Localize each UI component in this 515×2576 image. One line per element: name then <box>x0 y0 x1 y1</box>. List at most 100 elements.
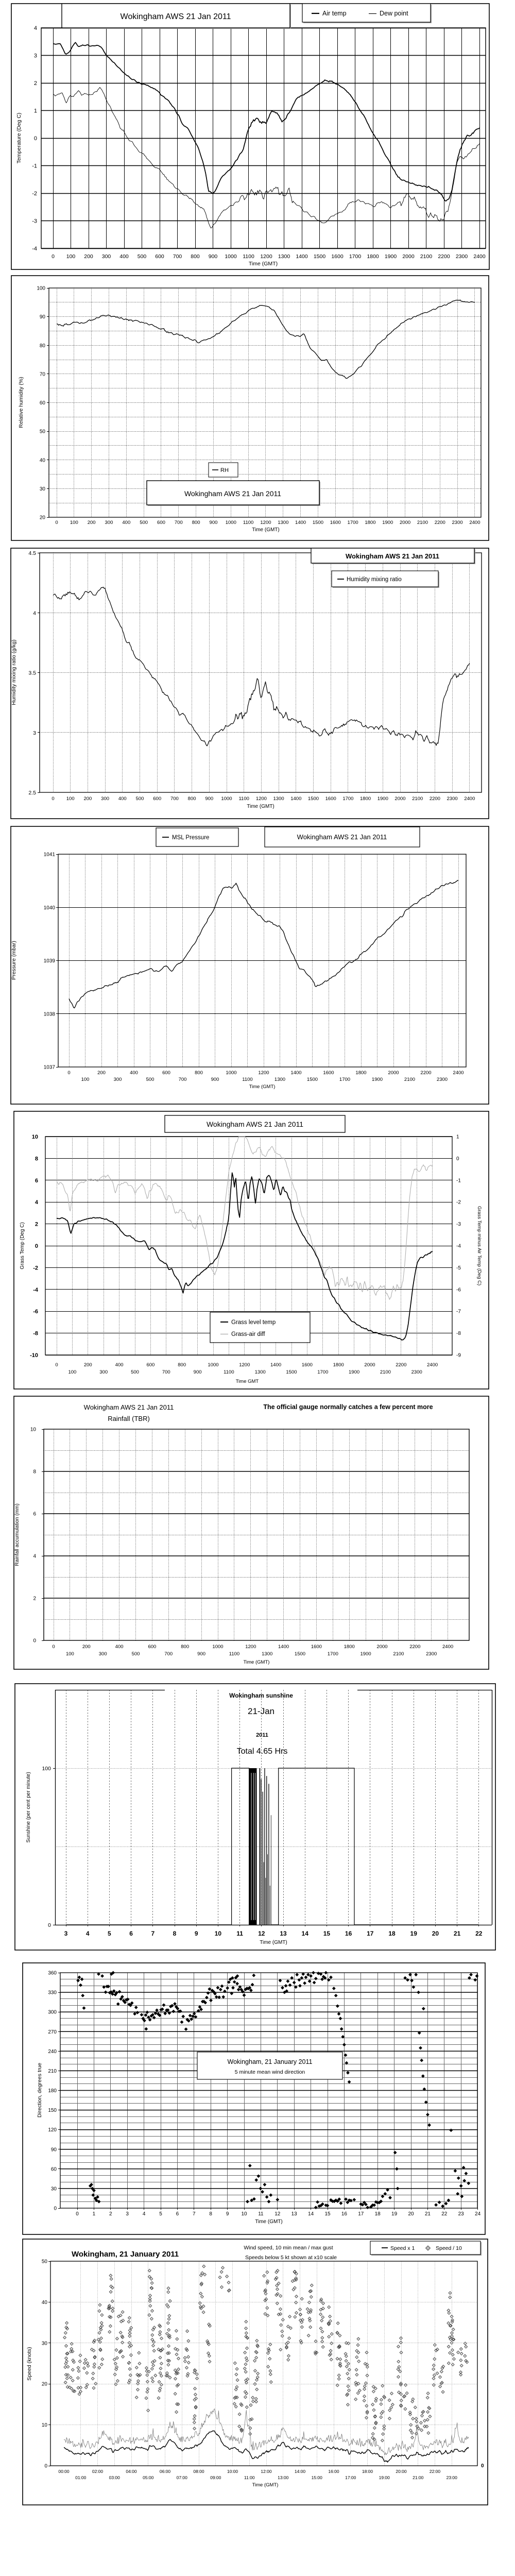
svg-text:1800: 1800 <box>344 1644 355 1650</box>
svg-text:Wind speed, 10 min mean / max: Wind speed, 10 min mean / max gust <box>244 2245 333 2251</box>
svg-text:5: 5 <box>159 2211 162 2217</box>
svg-text:-10: -10 <box>30 1352 38 1359</box>
svg-text:1700: 1700 <box>349 253 362 260</box>
svg-text:08:00: 08:00 <box>193 2469 204 2474</box>
svg-text:1700: 1700 <box>317 1369 328 1375</box>
svg-text:3: 3 <box>64 1930 68 1937</box>
svg-text:Grass-air diff: Grass-air diff <box>231 1331 265 1337</box>
svg-text:4: 4 <box>86 1930 90 1937</box>
svg-text:600: 600 <box>162 1070 170 1076</box>
svg-text:21: 21 <box>425 2211 431 2217</box>
svg-text:1037: 1037 <box>44 1065 56 1071</box>
svg-text:900: 900 <box>211 1077 219 1082</box>
svg-text:1000: 1000 <box>226 520 236 526</box>
svg-text:03:00: 03:00 <box>109 2475 121 2480</box>
svg-text:-1: -1 <box>456 1178 461 1183</box>
svg-text:270: 270 <box>48 2029 57 2035</box>
svg-text:-2: -2 <box>33 1265 38 1271</box>
svg-text:2100: 2100 <box>404 1077 415 1082</box>
svg-text:4: 4 <box>34 25 37 31</box>
svg-text:5 minute mean wind direction: 5 minute mean wind direction <box>235 2069 305 2075</box>
svg-text:22: 22 <box>475 1930 483 1937</box>
svg-text:6: 6 <box>35 1178 38 1184</box>
svg-text:900: 900 <box>194 1369 202 1375</box>
svg-text:1800: 1800 <box>360 796 371 802</box>
svg-text:1900: 1900 <box>372 1077 383 1082</box>
svg-text:100: 100 <box>68 1369 76 1375</box>
svg-text:2300: 2300 <box>411 1369 422 1375</box>
svg-text:Humidity mixing ratio: Humidity mixing ratio <box>347 577 402 583</box>
svg-text:8: 8 <box>33 1469 36 1475</box>
svg-text:6: 6 <box>129 1930 133 1937</box>
svg-text:1300: 1300 <box>262 1651 272 1657</box>
svg-text:1800: 1800 <box>333 1362 344 1368</box>
svg-text:0: 0 <box>55 1362 58 1368</box>
svg-text:1039: 1039 <box>44 958 56 964</box>
svg-text:300: 300 <box>99 1651 107 1657</box>
svg-text:200: 200 <box>84 253 93 260</box>
svg-text:1600: 1600 <box>331 253 344 260</box>
svg-text:0: 0 <box>55 520 58 526</box>
svg-text:800: 800 <box>191 253 200 260</box>
svg-text:200: 200 <box>84 1362 92 1368</box>
svg-text:700: 700 <box>173 253 182 260</box>
svg-text:4: 4 <box>33 1554 36 1560</box>
svg-text:500: 500 <box>136 796 144 802</box>
svg-text:Sunshine (per cent per minute): Sunshine (per cent per minute) <box>26 1772 31 1842</box>
svg-text:1: 1 <box>456 1134 459 1140</box>
svg-text:1041: 1041 <box>44 852 56 858</box>
svg-text:150: 150 <box>48 2108 57 2113</box>
svg-text:14:00: 14:00 <box>295 2469 306 2474</box>
svg-text:800: 800 <box>188 796 196 802</box>
svg-text:Time GMT: Time GMT <box>236 1379 259 1384</box>
svg-text:2100: 2100 <box>393 1651 404 1657</box>
svg-text:210: 210 <box>48 2069 57 2074</box>
svg-text:300: 300 <box>101 796 109 802</box>
svg-text:1400: 1400 <box>290 1070 301 1076</box>
svg-text:22:00: 22:00 <box>430 2469 441 2474</box>
svg-text:-2: -2 <box>456 1200 461 1206</box>
svg-text:20: 20 <box>40 515 46 521</box>
svg-text:1200: 1200 <box>260 520 271 526</box>
svg-text:Speed x 1: Speed x 1 <box>390 2245 415 2251</box>
svg-text:1500: 1500 <box>308 796 319 802</box>
svg-text:1200: 1200 <box>260 253 272 260</box>
svg-text:0: 0 <box>48 1922 51 1928</box>
svg-text:2000: 2000 <box>400 520 410 526</box>
svg-text:0: 0 <box>52 1644 55 1650</box>
svg-text:100: 100 <box>66 1651 74 1657</box>
svg-text:1500: 1500 <box>286 1369 297 1375</box>
svg-text:1600: 1600 <box>302 1362 313 1368</box>
svg-text:-4: -4 <box>32 246 37 252</box>
svg-text:Time (GMT): Time (GMT) <box>247 804 274 809</box>
svg-text:1500: 1500 <box>307 1077 318 1082</box>
svg-text:100: 100 <box>70 520 78 526</box>
svg-text:Grass level temp: Grass level temp <box>231 1319 276 1326</box>
svg-text:2200: 2200 <box>430 796 440 802</box>
svg-text:Time (GMT): Time (GMT) <box>249 1084 276 1090</box>
svg-text:1100: 1100 <box>224 1369 234 1375</box>
svg-text:Pressure (mbar): Pressure (mbar) <box>11 941 17 980</box>
svg-text:1040: 1040 <box>44 905 56 911</box>
svg-text:2200: 2200 <box>409 1644 420 1650</box>
svg-text:240: 240 <box>48 2049 57 2055</box>
svg-text:11: 11 <box>258 2211 264 2217</box>
svg-text:05:00: 05:00 <box>143 2475 154 2480</box>
svg-text:1: 1 <box>34 108 37 114</box>
svg-text:16: 16 <box>341 2211 348 2217</box>
svg-text:1500: 1500 <box>313 520 323 526</box>
svg-text:Wokingham AWS 21 Jan 2011: Wokingham AWS 21 Jan 2011 <box>121 12 231 21</box>
svg-text:300: 300 <box>114 1077 122 1082</box>
svg-text:200: 200 <box>83 796 92 802</box>
svg-text:700: 700 <box>170 796 179 802</box>
svg-text:-9: -9 <box>456 1353 461 1359</box>
svg-text:50: 50 <box>40 429 46 435</box>
svg-text:20:00: 20:00 <box>396 2469 407 2474</box>
svg-text:0: 0 <box>76 2211 79 2217</box>
svg-text:Rainfall accumulation (mm): Rainfall accumulation (mm) <box>14 1503 20 1566</box>
svg-text:2000: 2000 <box>364 1362 375 1368</box>
svg-text:12:00: 12:00 <box>261 2469 272 2474</box>
svg-text:500: 500 <box>146 1077 154 1082</box>
svg-text:01:00: 01:00 <box>75 2475 87 2480</box>
svg-text:-8: -8 <box>456 1331 461 1336</box>
